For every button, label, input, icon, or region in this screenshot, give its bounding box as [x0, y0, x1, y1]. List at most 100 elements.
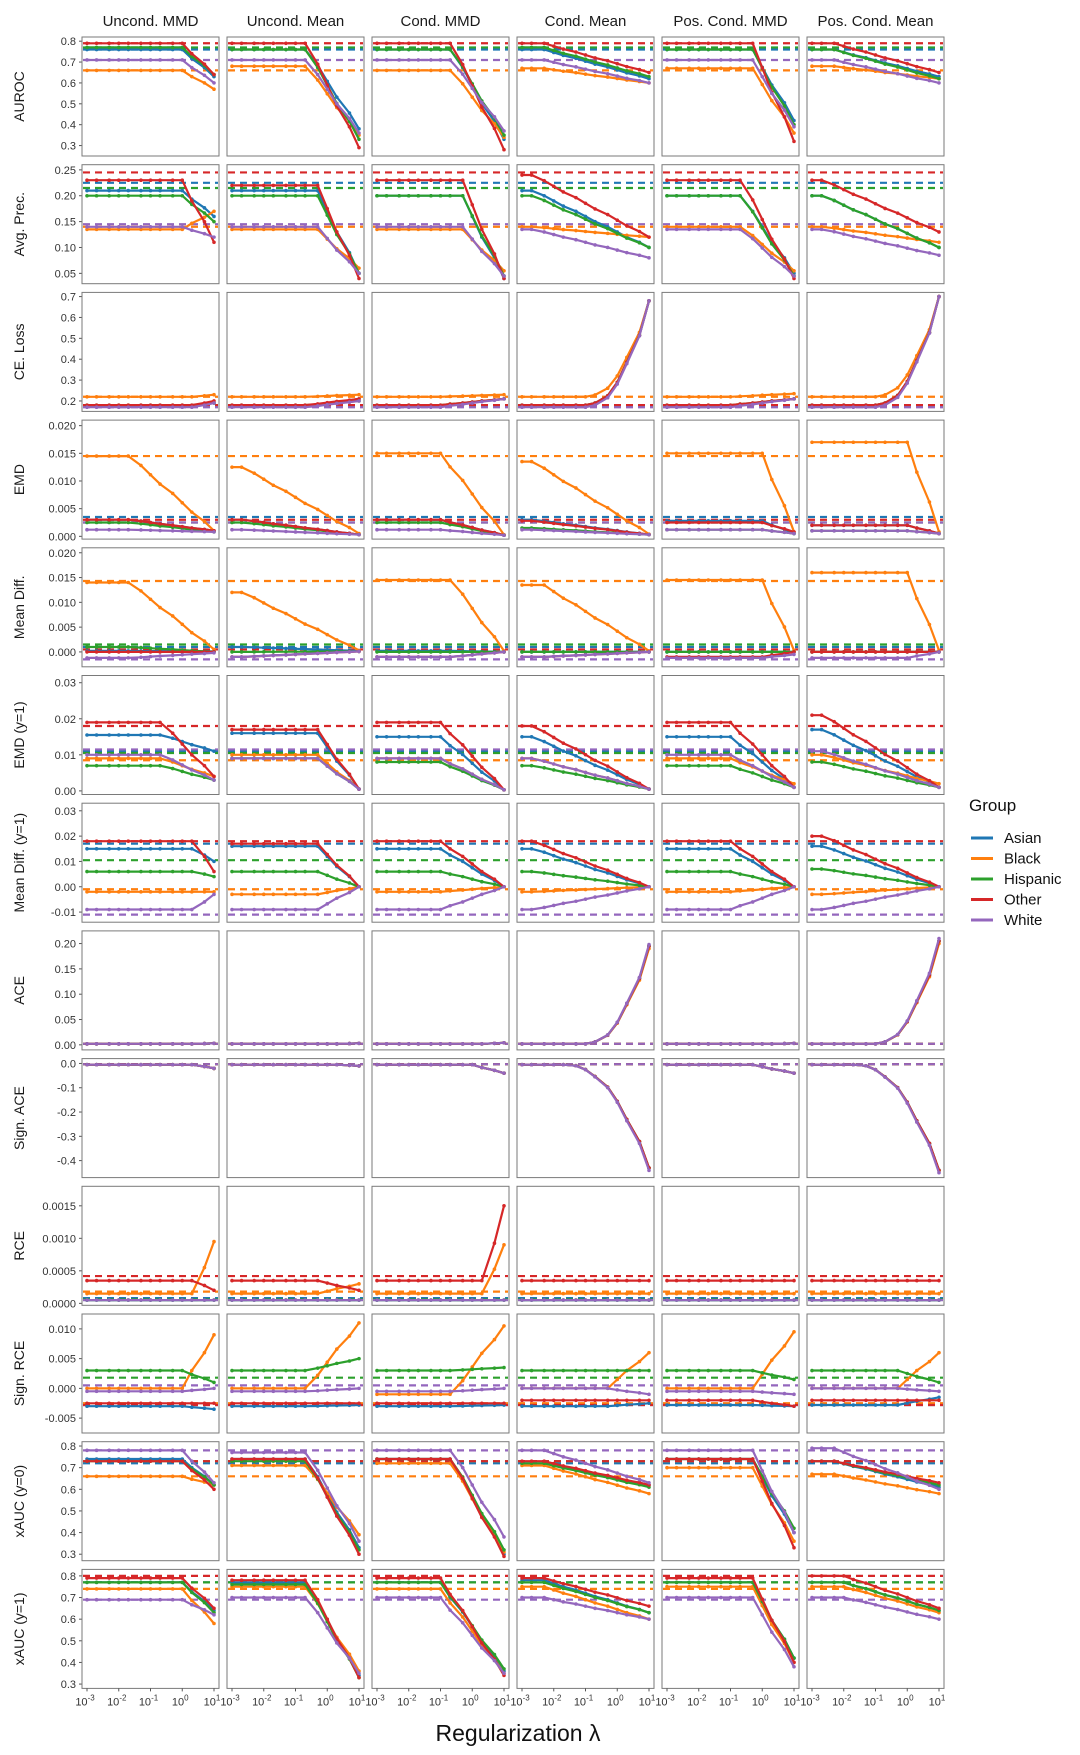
data-point-white	[261, 528, 266, 533]
panel	[806, 1058, 945, 1179]
data-point-black	[593, 393, 597, 397]
data-point-hispanic	[551, 48, 556, 53]
data-point-white	[647, 298, 651, 303]
data-point-other	[770, 237, 774, 242]
data-point-other	[438, 839, 443, 843]
data-point-white	[605, 395, 610, 400]
data-point-black	[492, 885, 497, 890]
data-point-black	[126, 580, 131, 585]
data-point-other	[148, 1401, 153, 1406]
data-point-white	[429, 1389, 433, 1394]
data-point-hispanic	[719, 47, 723, 52]
data-point-white	[782, 780, 787, 784]
data-point-other	[212, 774, 216, 779]
data-point-other	[230, 1401, 234, 1406]
data-point-other	[561, 522, 566, 527]
data-point-white	[770, 399, 774, 404]
data-point-hispanic	[406, 760, 411, 764]
data-point-hispanic	[915, 881, 919, 886]
panel	[81, 930, 220, 1051]
data-point-other	[261, 183, 266, 188]
data-point-white	[148, 1042, 153, 1046]
data-point-other	[819, 41, 824, 46]
data-point-white	[347, 1063, 352, 1068]
data-point-hispanic	[674, 869, 679, 874]
data-point-white	[261, 1062, 266, 1067]
data-point-white	[905, 528, 910, 533]
data-point-white	[593, 1040, 597, 1044]
data-point-asian	[384, 846, 389, 851]
data-point-other	[180, 839, 185, 843]
data-point-white	[170, 1062, 175, 1067]
data-point-white	[937, 936, 941, 941]
data-point-white	[615, 74, 620, 78]
data-point-black	[561, 1291, 566, 1296]
data-point-black	[303, 622, 307, 626]
data-point-white	[873, 897, 878, 901]
data-point-other	[448, 731, 452, 736]
data-point-black	[819, 64, 824, 69]
data-point-white	[230, 655, 234, 659]
data-point-black	[325, 632, 330, 637]
data-point-black	[728, 578, 733, 582]
y-tick-label: 0.03	[55, 678, 76, 690]
panel-frame	[226, 419, 365, 540]
data-point-white	[347, 890, 352, 895]
panel-frame	[516, 164, 655, 285]
data-point-white	[347, 116, 352, 121]
data-point-white	[315, 756, 320, 761]
data-point-white	[180, 652, 185, 657]
data-point-other	[927, 225, 932, 230]
data-point-black	[770, 251, 774, 255]
data-point-hispanic	[687, 763, 691, 768]
data-point-hispanic	[665, 193, 669, 198]
data-point-white	[271, 1298, 276, 1302]
data-point-black	[492, 393, 497, 397]
data-point-other	[937, 70, 941, 75]
data-point-other	[384, 178, 389, 183]
data-point-white	[696, 58, 701, 62]
data-point-black	[252, 394, 256, 399]
data-point-asian	[448, 1404, 452, 1409]
data-point-black	[551, 394, 556, 399]
data-point-asian	[107, 846, 111, 851]
data-point-other	[905, 61, 910, 66]
data-point-black	[397, 394, 401, 399]
data-point-asian	[832, 733, 836, 737]
data-point-black	[719, 756, 723, 761]
data-point-white	[841, 528, 846, 533]
data-point-other	[665, 41, 669, 46]
data-point-white	[406, 756, 411, 761]
data-point-black	[429, 451, 433, 456]
data-point-hispanic	[706, 193, 711, 198]
data-point-black	[728, 66, 733, 71]
data-point-white	[158, 1062, 162, 1067]
data-point-other	[832, 838, 836, 843]
data-point-white	[905, 381, 910, 385]
data-point-white	[574, 1298, 578, 1302]
data-point-other	[85, 650, 89, 654]
data-point-asian	[819, 727, 824, 732]
data-point-asian	[293, 844, 298, 849]
data-point-other	[674, 839, 679, 843]
data-point-hispanic	[107, 520, 111, 525]
data-point-asian	[315, 1404, 320, 1408]
data-point-black	[190, 630, 194, 635]
data-point-other	[905, 1278, 910, 1283]
data-point-hispanic	[397, 193, 401, 198]
data-point-black	[810, 224, 814, 229]
data-point-black	[770, 477, 774, 482]
data-point-hispanic	[728, 650, 733, 654]
data-point-other	[574, 50, 578, 54]
data-point-hispanic	[180, 769, 185, 774]
data-point-black	[448, 578, 452, 582]
data-point-white	[335, 1042, 339, 1046]
data-point-black	[895, 887, 900, 892]
data-point-black	[665, 66, 669, 71]
data-point-other	[782, 1278, 787, 1283]
data-point-white	[492, 1068, 497, 1073]
data-point-hispanic	[315, 193, 320, 198]
data-point-white	[529, 405, 534, 410]
data-point-hispanic	[719, 869, 723, 874]
data-point-other	[94, 517, 99, 522]
